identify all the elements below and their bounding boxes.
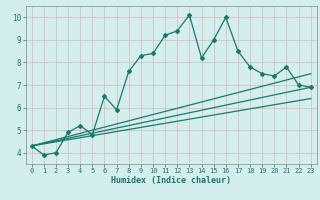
X-axis label: Humidex (Indice chaleur): Humidex (Indice chaleur) <box>111 176 231 185</box>
